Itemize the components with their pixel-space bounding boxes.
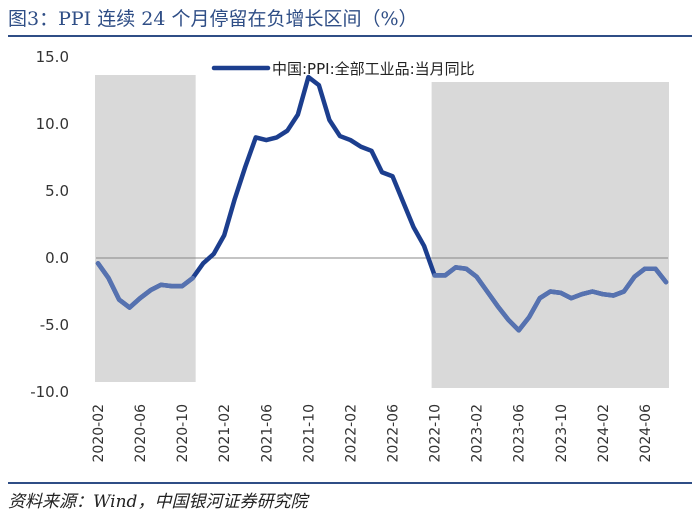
x-tick-label: 2023-02	[470, 404, 486, 463]
y-tick-label: -5.0	[40, 316, 69, 334]
y-tick-label: 15.0	[36, 48, 69, 66]
y-tick-label: -10.0	[30, 383, 69, 401]
x-tick-label: 2022-10	[428, 404, 444, 463]
x-axis-ticks: 2020-02 2020-06 2020-10 2021-02 2021-06 2021-…	[91, 404, 654, 463]
x-tick-label: 2020-10	[175, 404, 191, 463]
y-tick-label: 0.0	[45, 249, 69, 267]
legend-label-ppi: 中国:PPI:全部工业品:当月同比	[272, 60, 475, 78]
x-tick-label: 2020-02	[91, 404, 107, 463]
shaded-period-1	[95, 75, 196, 382]
y-axis-ticks: 15.0 10.0 5.0 0.0 -5.0 -10.0	[30, 48, 69, 401]
series-line-shaded-segment-2	[432, 265, 669, 333]
x-tick-label: 2021-10	[301, 404, 317, 463]
series-line-shaded-segment-1	[95, 261, 195, 310]
x-tick-label: 2021-02	[217, 404, 233, 463]
x-tick-label: 2020-06	[133, 404, 149, 463]
x-tick-label: 2022-06	[386, 404, 402, 463]
shaded-period-2	[431, 82, 669, 388]
x-tick-label: 2022-02	[343, 404, 359, 463]
x-tick-label: 2023-10	[554, 404, 570, 463]
source-note: 资料来源：Wind，中国银河证券研究院	[8, 492, 308, 512]
legend: 中国:PPI:全部工业品:当月同比	[211, 60, 475, 78]
source-rule	[8, 482, 692, 484]
x-tick-label: 2023-06	[512, 404, 528, 463]
x-tick-label: 2024-06	[638, 404, 654, 463]
x-tick-label: 2024-02	[596, 404, 612, 463]
y-tick-label: 10.0	[36, 115, 69, 133]
recession-shading	[95, 75, 669, 388]
figure-title: 图3：PPI 连续 24 个月停留在负增长区间（%）	[8, 8, 418, 30]
x-tick-label: 2021-06	[259, 404, 275, 463]
title-rule	[8, 35, 692, 37]
y-tick-label: 5.0	[45, 182, 69, 200]
